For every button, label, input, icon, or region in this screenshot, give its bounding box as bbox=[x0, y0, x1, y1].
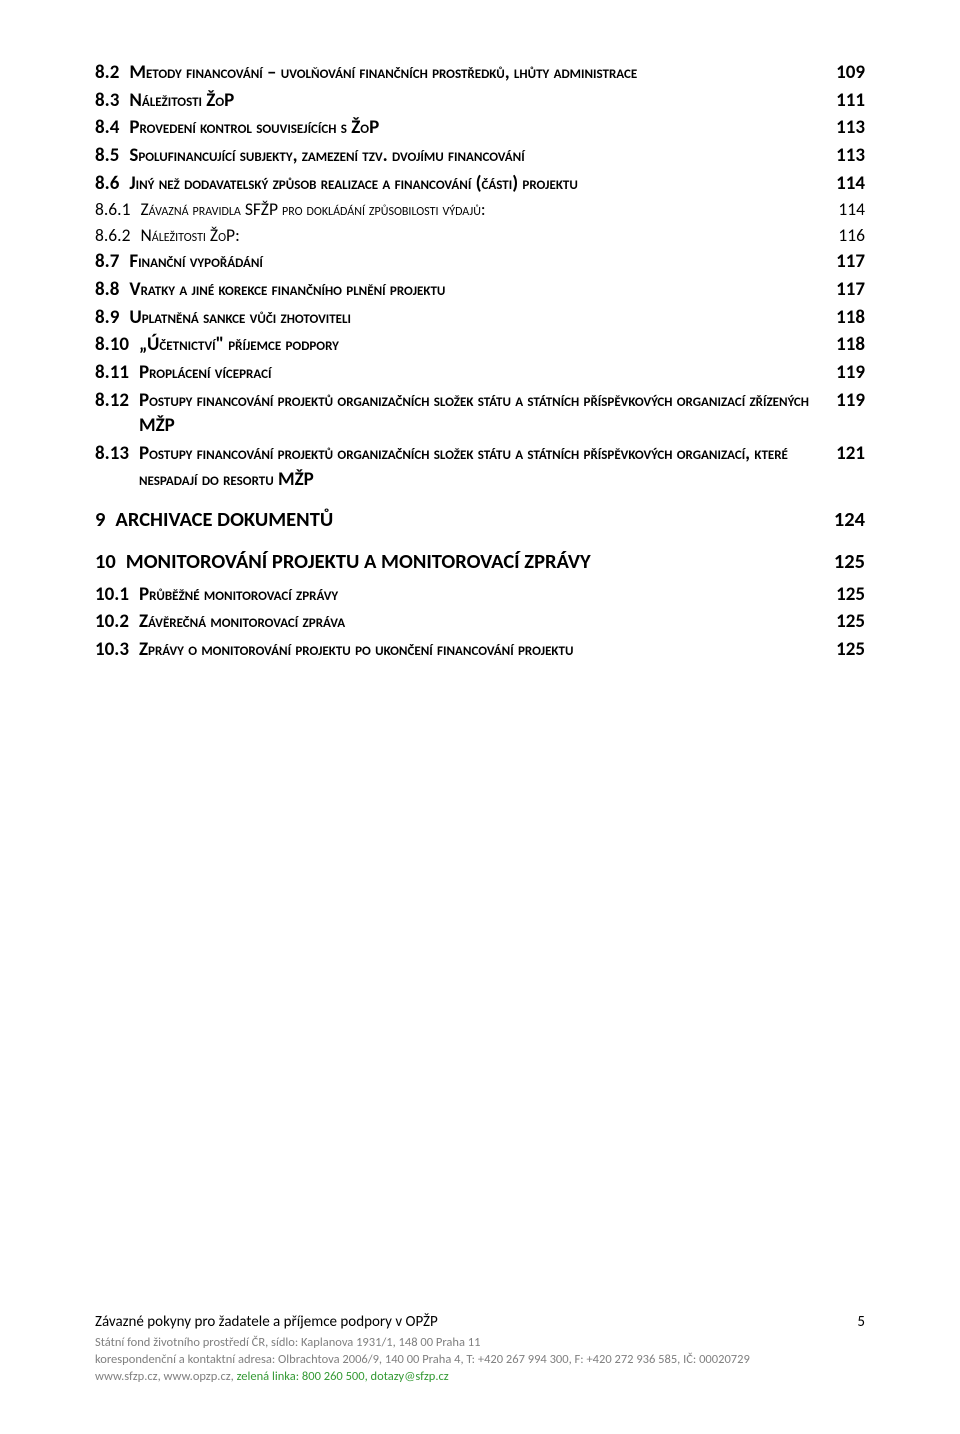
toc-number: 8.6 bbox=[95, 171, 129, 197]
toc-text: Vratky a jiné korekce finančního plnění … bbox=[129, 277, 445, 303]
toc-page: 113 bbox=[824, 143, 865, 169]
toc-page: 119 bbox=[824, 388, 865, 414]
toc-entry: 8.10 „Účetnictví" příjemce podpory 118 bbox=[95, 332, 865, 358]
toc-text: Náležitosti ŽoP bbox=[129, 88, 234, 114]
toc-page: 114 bbox=[826, 198, 865, 222]
toc-number: 8.4 bbox=[95, 115, 129, 141]
toc-page: 119 bbox=[824, 360, 865, 386]
toc-number: 10.3 bbox=[95, 637, 139, 663]
toc-number: 10.2 bbox=[95, 609, 139, 635]
toc-page: 121 bbox=[824, 441, 865, 467]
toc-page: 125 bbox=[824, 582, 865, 608]
toc-text: Metody financování – uvolňování finanční… bbox=[129, 60, 637, 86]
toc-text: Uplatněná sankce vůči zhotoviteli bbox=[129, 305, 351, 331]
toc-text: Závazná pravidla SFŽP pro dokládání způs… bbox=[140, 198, 485, 222]
toc-text: Provedení kontrol souvisejících s ŽoP bbox=[129, 115, 379, 141]
toc-entry: 8.2 Metody financování – uvolňování fina… bbox=[95, 60, 865, 86]
toc-number: 8.9 bbox=[95, 305, 129, 331]
footer-title: Závazné pokyny pro žadatele a příjemce p… bbox=[95, 1313, 865, 1331]
footer-address-1: Státní fond životního prostředí ČR, sídl… bbox=[95, 1335, 865, 1352]
toc-number: 10.1 bbox=[95, 582, 139, 608]
toc-text: Průběžné monitorovací zprávy bbox=[139, 582, 338, 608]
toc-page: 118 bbox=[824, 305, 865, 331]
toc-entry: 8.12 Postupy financování projektů organi… bbox=[95, 388, 865, 439]
toc-text: Proplácení víceprací bbox=[139, 360, 271, 386]
toc-entry: 8.6 Jiný než dodavatelský způsob realiza… bbox=[95, 171, 865, 197]
toc-number: 8.8 bbox=[95, 277, 129, 303]
toc-number: 8.13 bbox=[95, 441, 139, 467]
toc-page: 109 bbox=[824, 60, 865, 86]
footer: 5 Závazné pokyny pro žadatele a příjemce… bbox=[95, 1313, 865, 1386]
toc-page: 117 bbox=[824, 277, 865, 303]
toc-number: 8.11 bbox=[95, 360, 139, 386]
footer-contact: www.sfzp.cz, www.opzp.cz, zelená linka: … bbox=[95, 1369, 865, 1386]
toc-entry: 9 ARCHIVACE DOKUMENTŮ 124 bbox=[95, 506, 865, 534]
toc-page: 125 bbox=[824, 637, 865, 663]
toc-page: 125 bbox=[822, 548, 865, 576]
toc-entry: 8.11 Proplácení víceprací 119 bbox=[95, 360, 865, 386]
toc-entry: 8.7 Finanční vypořádání 117 bbox=[95, 249, 865, 275]
toc-number: 8.6.1 bbox=[95, 198, 140, 222]
footer-page-number: 5 bbox=[857, 1313, 865, 1331]
toc-number: 8.7 bbox=[95, 249, 129, 275]
toc-number: 8.6.2 bbox=[95, 224, 140, 248]
footer-links: www.sfzp.cz, www.opzp.cz, bbox=[95, 1369, 237, 1384]
toc-page: 125 bbox=[824, 609, 865, 635]
toc-text: ARCHIVACE DOKUMENTŮ bbox=[115, 506, 333, 534]
toc-text: Zprávy o monitorování projektu po ukonče… bbox=[139, 637, 574, 663]
toc-number: 8.3 bbox=[95, 88, 129, 114]
toc-entry: 8.4 Provedení kontrol souvisejících s Žo… bbox=[95, 115, 865, 141]
footer-address-2: korespondenční a kontaktní adresa: Olbra… bbox=[95, 1352, 865, 1369]
toc: 8.2 Metody financování – uvolňování fina… bbox=[95, 60, 865, 662]
toc-text: Závěrečná monitorovací zpráva bbox=[139, 609, 345, 635]
toc-text: Postupy financování projektů organizační… bbox=[139, 441, 824, 492]
toc-text: Náležitosti ŽoP: bbox=[140, 224, 239, 248]
toc-page: 114 bbox=[824, 171, 865, 197]
toc-page: 111 bbox=[824, 88, 865, 114]
toc-entry: 8.13 Postupy financování projektů organi… bbox=[95, 441, 865, 492]
toc-page: 117 bbox=[824, 249, 865, 275]
toc-page: 118 bbox=[824, 332, 865, 358]
toc-page: 124 bbox=[822, 506, 865, 534]
page: 8.2 Metody financování – uvolňování fina… bbox=[0, 0, 960, 1434]
toc-entry: 8.8 Vratky a jiné korekce finančního pln… bbox=[95, 277, 865, 303]
toc-number: 9 bbox=[95, 506, 115, 534]
toc-page: 116 bbox=[826, 224, 865, 248]
toc-entry: 10.2 Závěrečná monitorovací zpráva 125 bbox=[95, 609, 865, 635]
toc-entry: 8.5 Spolufinancující subjekty, zamezení … bbox=[95, 143, 865, 169]
toc-number: 10 bbox=[95, 548, 126, 576]
toc-number: 8.10 bbox=[95, 332, 139, 358]
toc-text: Finanční vypořádání bbox=[129, 249, 263, 275]
toc-entry: 10.3 Zprávy o monitorování projektu po u… bbox=[95, 637, 865, 663]
toc-entry: 8.9 Uplatněná sankce vůči zhotoviteli 11… bbox=[95, 305, 865, 331]
toc-entry: 10.1 Průběžné monitorovací zprávy 125 bbox=[95, 582, 865, 608]
footer-green-line: zelená linka: 800 260 500, dotazy@sfzp.c… bbox=[237, 1369, 449, 1384]
toc-text: MONITOROVÁNÍ PROJEKTU A MONITOROVACÍ ZPR… bbox=[126, 548, 591, 576]
toc-number: 8.12 bbox=[95, 388, 139, 414]
toc-entry: 8.6.1 Závazná pravidla SFŽP pro dokládán… bbox=[95, 198, 865, 222]
toc-entry: 8.6.2 Náležitosti ŽoP: 116 bbox=[95, 224, 865, 248]
toc-text: Postupy financování projektů organizační… bbox=[139, 388, 824, 439]
toc-text: Jiný než dodavatelský způsob realizace a… bbox=[129, 171, 578, 197]
toc-number: 8.2 bbox=[95, 60, 129, 86]
toc-entry: 8.3 Náležitosti ŽoP 111 bbox=[95, 88, 865, 114]
toc-text: Spolufinancující subjekty, zamezení tzv.… bbox=[129, 143, 524, 169]
toc-text: „Účetnictví" příjemce podpory bbox=[139, 332, 339, 358]
toc-entry: 10 MONITOROVÁNÍ PROJEKTU A MONITOROVACÍ … bbox=[95, 548, 865, 576]
toc-page: 113 bbox=[824, 115, 865, 141]
toc-number: 8.5 bbox=[95, 143, 129, 169]
